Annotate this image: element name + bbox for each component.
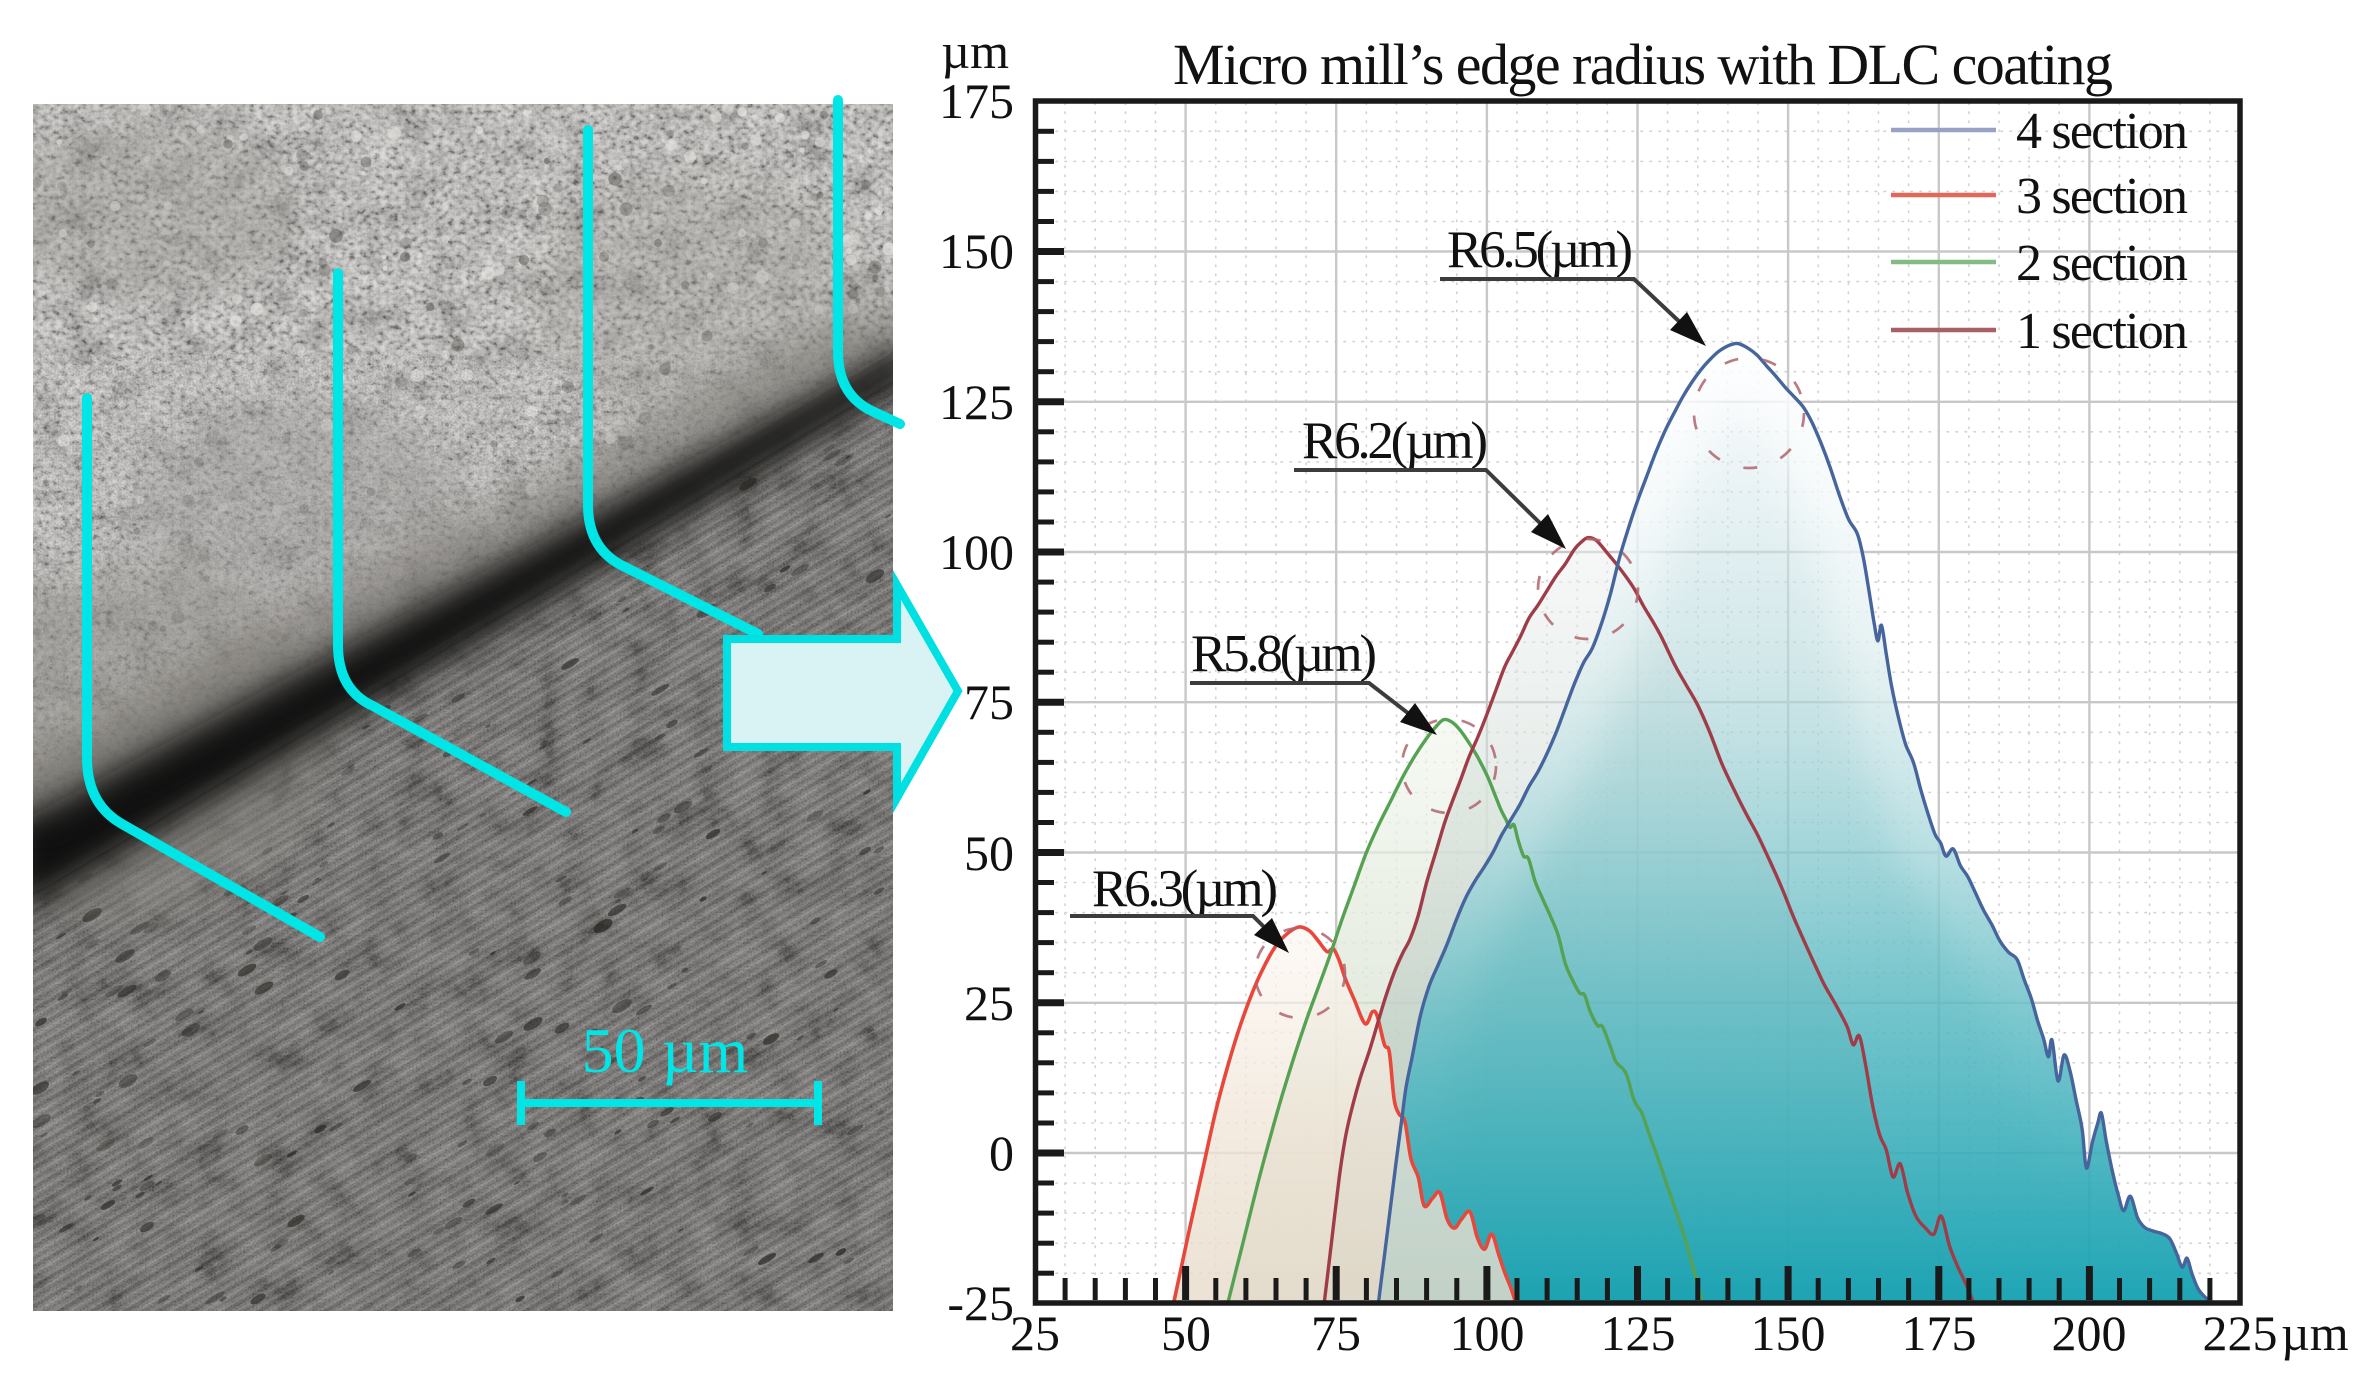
svg-text:R5.8(µm): R5.8(µm): [1191, 625, 1377, 683]
svg-text:R6.2(µm): R6.2(µm): [1302, 412, 1488, 470]
svg-text:175: 175: [1902, 1305, 1977, 1361]
svg-text:-25: -25: [947, 1275, 1014, 1331]
svg-text:75: 75: [964, 674, 1014, 730]
svg-text:50 µm: 50 µm: [582, 1015, 749, 1086]
svg-text:100: 100: [1450, 1305, 1525, 1361]
svg-text:150: 150: [939, 223, 1014, 279]
svg-text:Micro mill’s edge radius with: Micro mill’s edge radius with DLC coatin…: [1173, 32, 2113, 97]
svg-text:R6.5(µm): R6.5(µm): [1447, 221, 1633, 279]
svg-text:3 section: 3 section: [2016, 168, 2188, 225]
svg-text:125: 125: [1601, 1305, 1676, 1361]
svg-text:75: 75: [1311, 1305, 1361, 1361]
svg-text:25: 25: [1010, 1305, 1060, 1361]
svg-text:µm: µm: [941, 23, 1009, 79]
svg-text:50: 50: [964, 825, 1014, 881]
svg-text:175: 175: [939, 73, 1014, 129]
svg-text:50: 50: [1161, 1305, 1211, 1361]
svg-text:0: 0: [989, 1125, 1014, 1181]
svg-text:225: 225: [2203, 1305, 2278, 1361]
svg-text:100: 100: [939, 524, 1014, 580]
svg-text:µm: µm: [2281, 1305, 2349, 1361]
svg-text:2 section: 2 section: [2016, 235, 2188, 292]
svg-text:4 section: 4 section: [2016, 103, 2188, 160]
svg-text:25: 25: [964, 975, 1014, 1031]
svg-text:125: 125: [939, 374, 1014, 430]
svg-text:200: 200: [2052, 1305, 2127, 1361]
svg-text:1 section: 1 section: [2016, 303, 2188, 360]
svg-text:R6.3(µm): R6.3(µm): [1092, 860, 1278, 918]
svg-text:150: 150: [1751, 1305, 1826, 1361]
